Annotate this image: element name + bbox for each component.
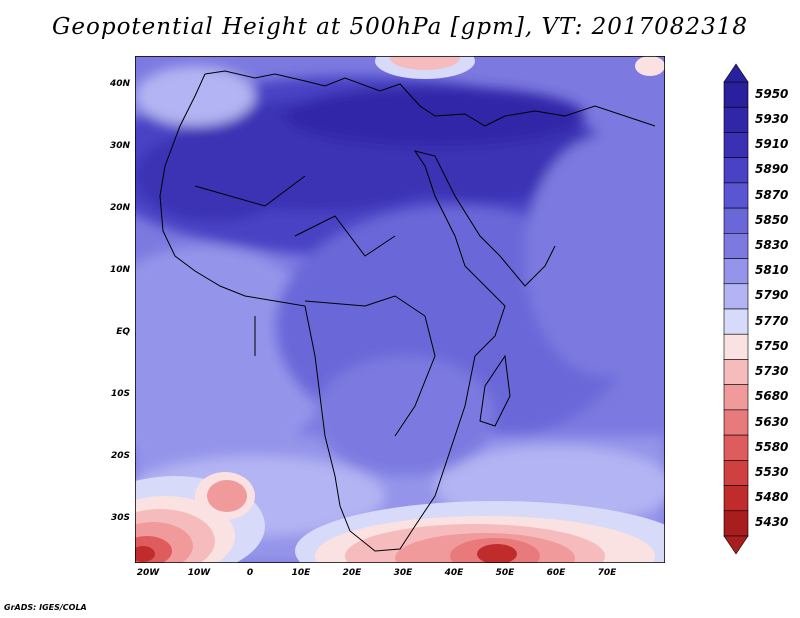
colorbar-level-label: 5480 <box>755 490 789 505</box>
colorbar-segment <box>723 106 749 133</box>
colorbar-level-label: 5730 <box>755 364 789 379</box>
colorbar-segment <box>723 207 749 234</box>
lon-label: 0 <box>246 568 254 578</box>
colorbar-segment <box>723 409 749 436</box>
colorbar-segment <box>723 308 749 335</box>
colorbar-segment <box>723 485 749 512</box>
colorbar <box>723 63 749 555</box>
colorbar-level-label: 5430 <box>755 515 789 530</box>
colorbar-segment <box>723 283 749 310</box>
lat-label: 10S <box>110 389 130 399</box>
colorbar-level-label: 5830 <box>755 237 789 252</box>
lat-label: 20N <box>109 203 130 213</box>
height-field <box>135 56 665 563</box>
lon-label: 10W <box>187 568 211 578</box>
colorbar-level-label: 5680 <box>755 389 789 404</box>
lat-label: 30N <box>109 141 130 151</box>
colorbar-segment <box>723 434 749 461</box>
colorbar-level-label: 5790 <box>755 288 789 303</box>
colorbar-segment <box>723 510 749 537</box>
colorbar-level-label: 5630 <box>755 414 789 429</box>
lat-label: 20S <box>110 451 130 461</box>
colorbar-level-label: 5950 <box>755 86 789 101</box>
colorbar-segment <box>723 460 749 486</box>
lon-label: 20E <box>342 568 362 578</box>
colorbar-level-label: 5530 <box>755 464 789 479</box>
colorbar-level-label: 5750 <box>755 338 789 353</box>
map-title: Geopotential Height at 500hPa [gpm], VT:… <box>52 14 748 40</box>
colorbar-segment <box>723 182 749 209</box>
lat-label: 10N <box>109 265 130 275</box>
lon-label: 50E <box>495 568 515 578</box>
coastlines <box>159 70 656 552</box>
colorbar-segment <box>723 258 749 285</box>
lon-label: 70E <box>597 568 617 578</box>
lon-label: 20W <box>136 568 160 578</box>
colorbar-level-label: 5810 <box>755 263 789 278</box>
colorbar-bottom-arrow <box>723 535 749 555</box>
lat-label: 40N <box>109 79 130 89</box>
colorbar-level-label: 5850 <box>755 212 789 227</box>
colorbar-level-label: 5870 <box>755 187 789 202</box>
lon-label: 10E <box>291 568 311 578</box>
colorbar-level-label: 5910 <box>755 137 789 152</box>
low-pressure-areas <box>135 56 665 563</box>
lon-label: 60E <box>546 568 566 578</box>
colorbar-level-label: 5930 <box>755 111 789 126</box>
colorbar-segment <box>723 157 749 184</box>
grads-credit: GrADS: IGES/COLA <box>4 603 87 612</box>
colorbar-segment <box>723 384 749 411</box>
colorbar-top-arrow <box>723 63 749 83</box>
colorbar-segment <box>723 81 749 108</box>
colorbar-level-label: 5770 <box>755 313 789 328</box>
lat-label: EQ <box>116 327 130 337</box>
lon-label: 30E <box>393 568 413 578</box>
colorbar-segment <box>723 132 749 158</box>
colorbar-segment <box>723 359 749 385</box>
colorbar-segment <box>723 333 749 360</box>
lat-label: 30S <box>110 513 130 523</box>
colorbar-level-label: 5890 <box>755 162 789 177</box>
colorbar-segment <box>723 233 749 259</box>
colorbar-level-label: 5580 <box>755 439 789 454</box>
geopotential-map <box>135 56 665 563</box>
lon-label: 40E <box>444 568 464 578</box>
